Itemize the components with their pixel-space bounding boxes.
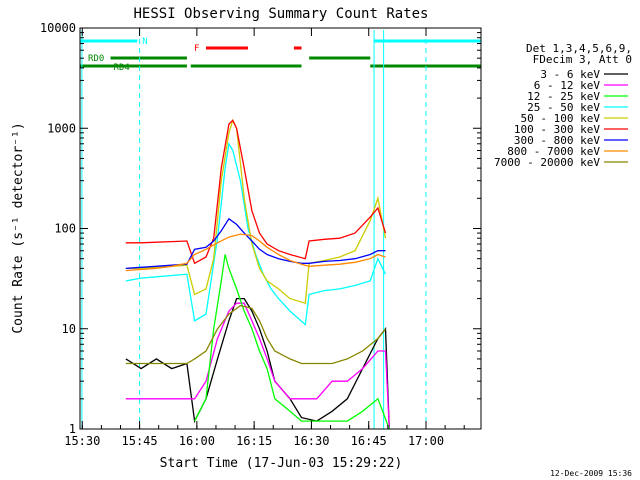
x-tick-label: 16:30: [293, 434, 329, 448]
reference-lines: [81, 30, 427, 429]
x-tick-label: 16:45: [351, 434, 387, 448]
series-line-50-100-kev: [125, 118, 387, 305]
legend-entry-800-7000-kev: 800 - 7000 keV: [507, 145, 600, 158]
y-tick-label: 100: [54, 222, 76, 236]
x-tick-label: 15:45: [122, 434, 158, 448]
series-line-7000-20000-kev: [125, 304, 387, 365]
legend-header: Det 1,3,4,5,6,9,: [526, 42, 632, 55]
y-axis-label: Count Rate (s⁻¹ detector⁻¹): [11, 122, 26, 333]
legend-entry-3-6-kev: 3 - 6 keV: [540, 68, 600, 81]
y-axis: 1 10 100 1000 10000: [40, 21, 481, 436]
timestamp: 12-Dec-2009 15:36: [550, 469, 632, 478]
legend-entry-6-12-kev: 6 - 12 keV: [534, 79, 601, 92]
series-line-3-6-kev: [125, 297, 390, 430]
legend-header: FDecim 3, Att 0: [533, 53, 632, 66]
x-tick-label: 17:00: [408, 434, 444, 448]
series-lines: [125, 118, 390, 430]
y-tick-label: 1: [69, 422, 76, 436]
legend-entry-100-300-kev: 100 - 300 keV: [514, 123, 600, 136]
state-label-rd4: RD4: [114, 63, 130, 73]
x-tick-label: 16:15: [236, 434, 272, 448]
state-label-n: N: [142, 37, 147, 47]
state-label-f: F: [194, 44, 199, 54]
y-tick-label: 10000: [40, 21, 76, 35]
legend-entry-25-50-kev: 25 - 50 keV: [527, 101, 600, 114]
y-tick-label: 10: [62, 322, 76, 336]
state-label-rd0: RD0: [88, 54, 104, 64]
series-line-12-25-kev: [194, 254, 390, 430]
legend-entry-300-800-kev: 300 - 800 keV: [514, 134, 600, 147]
chart-title: HESSI Observing Summary Count Rates: [133, 6, 428, 22]
legend-entry-12-25-kev: 12 - 25 keV: [527, 90, 600, 103]
series-line-6-12-kev: [125, 302, 390, 430]
series-line-100-300-kev: [125, 119, 387, 265]
series-line-300-800-kev: [125, 217, 386, 270]
legend-entry-7000-20000-kev: 7000 - 20000 keV: [494, 156, 600, 169]
x-tick-label: 15:30: [64, 434, 100, 448]
legend-entry-50-100-kev: 50 - 100 keV: [521, 112, 601, 125]
legend: Det 1,3,4,5,6,9,FDecim 3, Att 0 3 - 6 keV…: [494, 42, 632, 169]
x-tick-label: 16:00: [179, 434, 215, 448]
x-axis-label: Start Time (17-Jun-03 15:29:22): [160, 456, 403, 471]
x-axis: 15:30 15:45 16:00 16:15 16:30 16:45 17:00: [64, 28, 465, 448]
y-tick-label: 1000: [47, 121, 76, 135]
series-line-800-7000-kev: [125, 233, 386, 272]
